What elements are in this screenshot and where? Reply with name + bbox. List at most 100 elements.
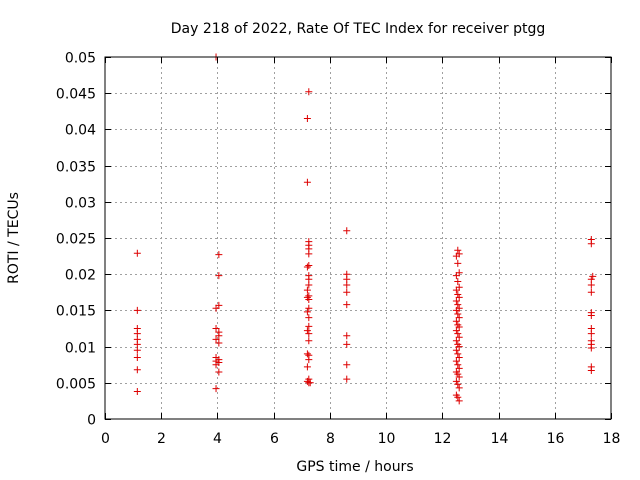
data-point [305,281,313,289]
data-point [303,178,311,186]
data-point [454,301,462,309]
x-tick-label: 8 [326,431,335,447]
data-point [454,330,462,338]
data-point [587,344,595,352]
data-point [454,350,462,358]
data-point [452,337,460,345]
data-point [305,337,313,345]
x-tick-label: 16 [547,431,565,447]
data-point [455,353,463,361]
y-tick-label: 0.04 [65,123,96,139]
chart-title: Day 218 of 2022, Rate Of TEC Index for r… [171,21,546,37]
data-point [343,340,351,348]
data-point [305,304,313,312]
y-axis-title: ROTI / TECUs [6,192,22,284]
data-point [343,281,351,289]
data-point [587,330,595,338]
data-point [454,393,462,401]
data-point [215,368,223,376]
data-point [587,311,595,319]
data-point [303,350,311,358]
grid-layer [105,57,611,419]
data-point [303,115,311,123]
data-point [455,323,463,331]
data-point [343,301,351,309]
data-point [343,375,351,383]
data-point [454,290,462,298]
data-point [343,227,351,235]
x-tick-label: 0 [101,431,110,447]
x-tick-label: 10 [378,431,396,447]
data-point [305,314,313,322]
y-tick-label: 0.005 [56,377,96,393]
data-point [212,385,220,393]
x-tick-label: 4 [213,431,222,447]
data-point [303,363,311,371]
data-point [452,377,460,385]
data-point [452,357,460,365]
data-point [454,361,462,369]
y-tick-label: 0.015 [56,304,96,320]
y-tick-label: 0.045 [56,87,96,103]
data-point [305,88,313,96]
data-point [303,286,311,294]
x-tick-label: 2 [157,431,166,447]
data-point [133,353,141,361]
data-point [133,387,141,395]
data-point [452,286,460,294]
ticks-layer: 0 0.005 0.01 0.015 0.02 0.025 0.03 0.035 0.04 0.0… [56,51,621,448]
data-point [454,246,462,254]
data-point [343,288,351,296]
data-point [455,293,463,301]
data-point [133,249,141,257]
y-tick-label: 0.01 [65,341,96,357]
points-layer [133,53,597,405]
data-point [306,379,314,387]
y-tick-label: 0.02 [65,268,96,284]
data-point [452,327,460,335]
data-point [454,259,462,267]
data-point [303,263,311,271]
x-axis-title: GPS time / hours [296,459,413,475]
y-tick-label: 0.035 [56,160,96,176]
data-point [305,322,313,330]
data-point [452,317,460,325]
data-point [343,361,351,369]
data-point [452,306,460,314]
data-point [212,325,220,332]
data-point [589,272,597,280]
data-point [587,288,595,296]
data-point [454,380,462,388]
data-point [212,304,220,312]
data-point [305,262,313,270]
x-tick-label: 14 [491,431,509,447]
data-point [133,346,141,354]
x-tick-label: 18 [603,431,621,447]
data-point [452,297,460,305]
data-point [303,327,311,335]
data-point [212,335,220,343]
y-tick-label: 0.03 [65,196,96,212]
data-point [305,296,313,304]
data-point [133,366,141,374]
data-point [587,281,595,289]
data-point [303,308,311,316]
data-point [455,364,463,372]
data-point [455,384,463,392]
data-point [455,343,463,351]
data-point [133,306,141,314]
y-tick-label: 0.05 [65,51,96,67]
data-point [452,252,460,260]
data-point [215,251,223,259]
data-point [452,346,460,354]
data-point [343,332,351,340]
data-point [454,277,462,285]
data-point [215,339,223,347]
x-tick-label: 12 [434,431,452,447]
data-point [215,332,223,340]
data-point [305,250,313,258]
data-point [212,361,220,369]
data-point [455,373,463,381]
y-tick-label: 0 [87,413,96,429]
